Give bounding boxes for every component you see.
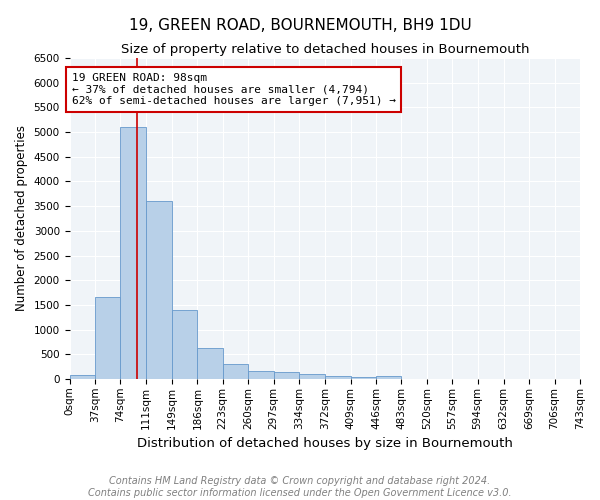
Bar <box>172 310 197 379</box>
Text: 19, GREEN ROAD, BOURNEMOUTH, BH9 1DU: 19, GREEN ROAD, BOURNEMOUTH, BH9 1DU <box>128 18 472 32</box>
Bar <box>121 127 146 379</box>
Bar <box>95 298 121 379</box>
Bar <box>274 372 299 379</box>
Bar <box>350 378 376 379</box>
Bar <box>70 375 95 379</box>
Bar <box>146 201 172 379</box>
Bar <box>299 374 325 379</box>
Y-axis label: Number of detached properties: Number of detached properties <box>15 126 28 312</box>
Bar <box>223 364 248 379</box>
Bar <box>376 376 401 379</box>
Bar <box>325 376 350 379</box>
Bar <box>197 348 223 379</box>
Bar <box>248 371 274 379</box>
Text: 19 GREEN ROAD: 98sqm
← 37% of detached houses are smaller (4,794)
62% of semi-de: 19 GREEN ROAD: 98sqm ← 37% of detached h… <box>71 73 395 106</box>
X-axis label: Distribution of detached houses by size in Bournemouth: Distribution of detached houses by size … <box>137 437 513 450</box>
Title: Size of property relative to detached houses in Bournemouth: Size of property relative to detached ho… <box>121 42 529 56</box>
Text: Contains HM Land Registry data © Crown copyright and database right 2024.
Contai: Contains HM Land Registry data © Crown c… <box>88 476 512 498</box>
